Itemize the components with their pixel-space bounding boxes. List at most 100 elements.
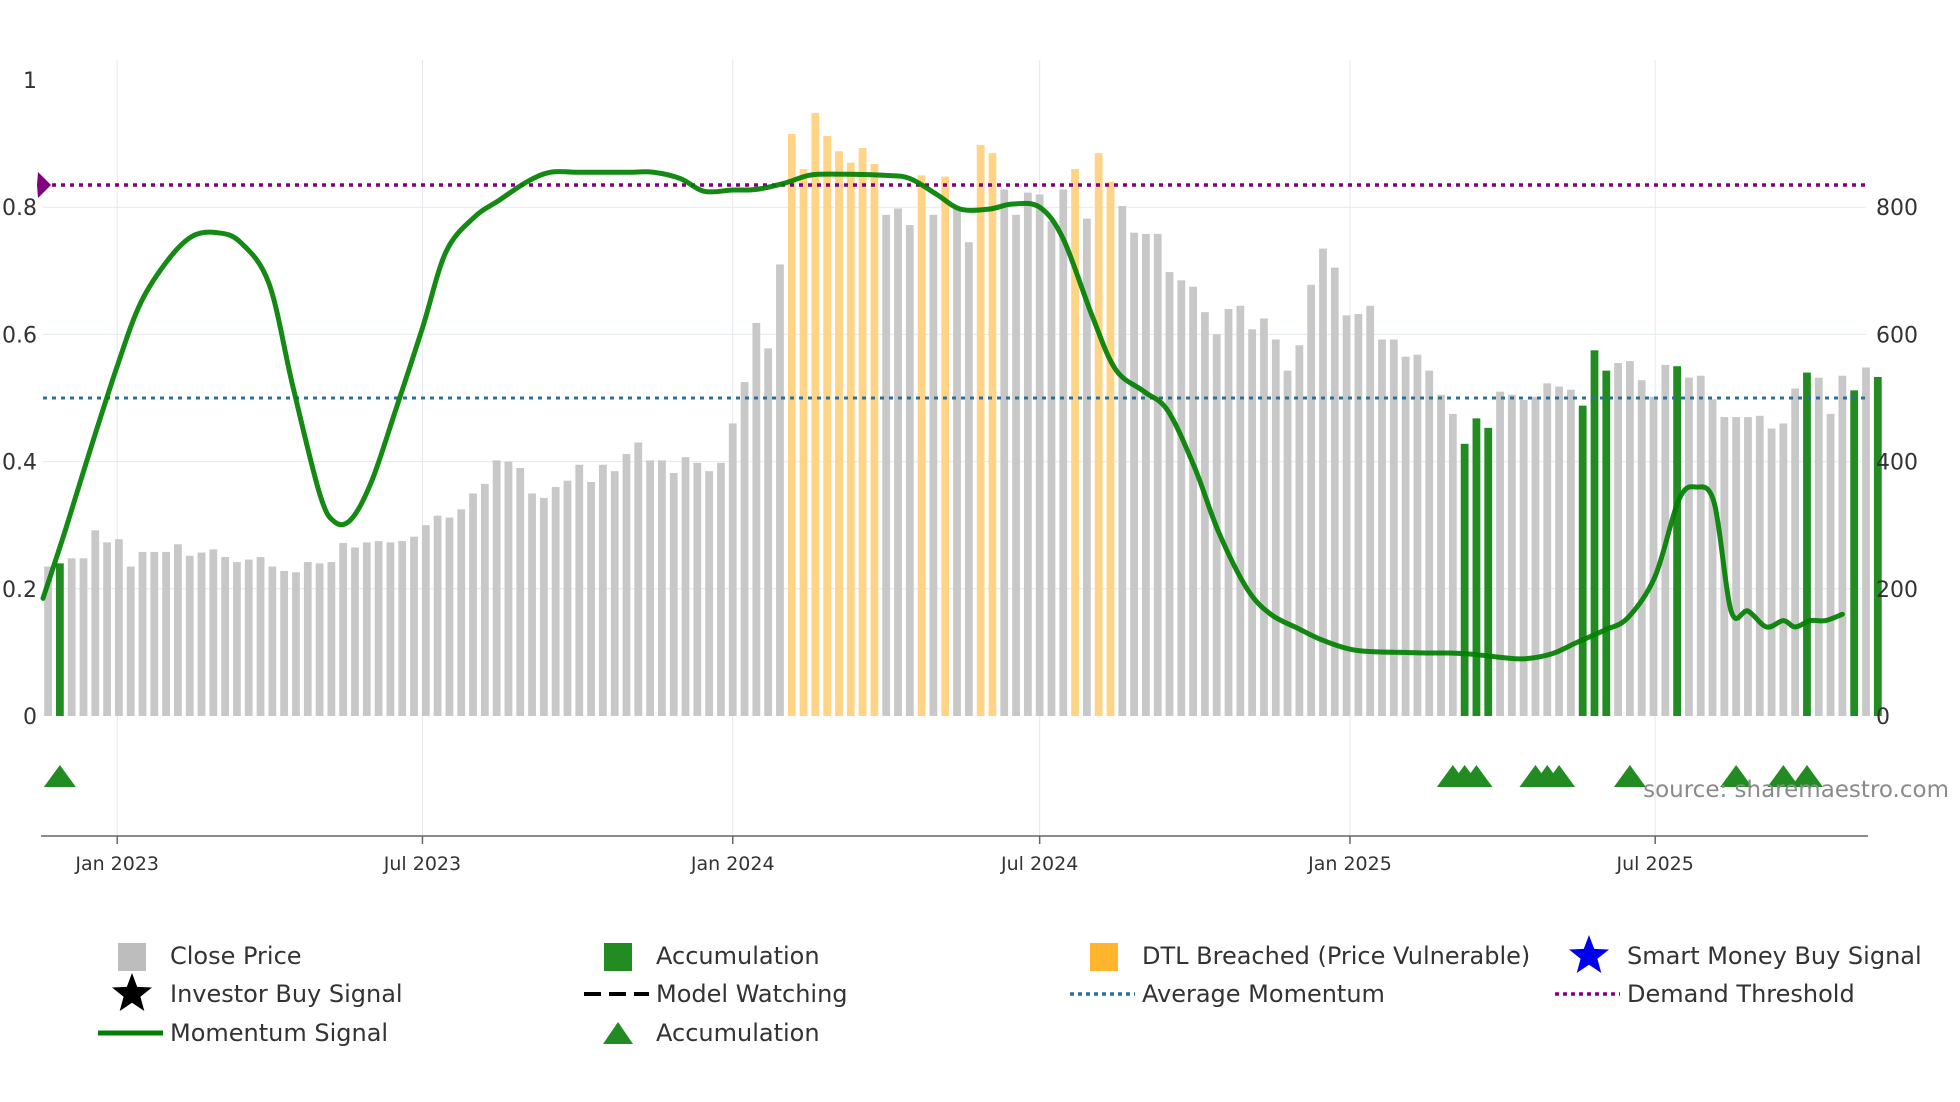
- close-price-bar: [445, 517, 454, 716]
- close-price-bar: [1507, 394, 1516, 716]
- x-axis-tick-label: Jul 2024: [1000, 853, 1078, 875]
- dtl-breached-bar: [941, 176, 950, 716]
- dtl-breached-bar: [858, 148, 867, 716]
- x-axis-tick-label: Jul 2023: [383, 853, 461, 875]
- close-price-bar: [79, 558, 88, 716]
- close-price-bar: [398, 541, 407, 716]
- dtl-breached-bar: [988, 153, 997, 716]
- accumulation-bar: [1873, 377, 1882, 716]
- close-price-bar: [622, 453, 631, 716]
- legend-smart-money-star-icon: [1569, 935, 1609, 973]
- close-price-bar: [244, 559, 253, 716]
- close-price-bar: [587, 481, 595, 716]
- close-price-bar: [1177, 280, 1186, 716]
- close-price-bar: [1047, 221, 1056, 716]
- close-price-bar: [162, 551, 171, 716]
- close-price-bar: [1201, 312, 1209, 716]
- dtl-breached-bar: [787, 134, 796, 716]
- close-price-bar: [303, 562, 312, 716]
- close-price-bar: [1732, 417, 1741, 716]
- accumulation-marker: [1767, 765, 1800, 787]
- close-price-bar: [776, 264, 784, 716]
- close-price-bar: [1437, 394, 1445, 716]
- dtl-breached-bar: [799, 169, 808, 717]
- dtl-breached-bar: [1094, 153, 1103, 716]
- close-price-bar: [174, 544, 182, 716]
- close-price-bar: [1354, 314, 1363, 716]
- legend-swatch-accumulation-bar: [604, 943, 632, 971]
- close-price-bar: [126, 566, 135, 716]
- left-axis-tick-label: 0: [23, 705, 37, 730]
- momentum-signal-line: [40, 169, 1845, 662]
- close-price-bar: [185, 555, 194, 716]
- close-price-bar: [1814, 377, 1823, 716]
- lines-layer: [37, 169, 1866, 662]
- close-price-bar: [268, 566, 277, 716]
- close-price-bar: [1708, 399, 1717, 716]
- close-price-bar: [280, 570, 289, 716]
- close-price-bar: [539, 497, 548, 716]
- right-axis-tick-label: 0: [1876, 705, 1890, 730]
- x-axis-tick-label: Jan 2024: [690, 853, 775, 875]
- legend-label-demand-threshold: Demand Threshold: [1627, 980, 1855, 1008]
- legend-label-model-watching: Model Watching: [656, 980, 848, 1008]
- close-price-bar: [1153, 233, 1162, 717]
- legend-swatch-dtl-breached: [1090, 943, 1118, 971]
- accumulation-bar: [1590, 350, 1599, 716]
- close-price-bar: [1130, 232, 1138, 716]
- close-price-bar: [1685, 377, 1693, 716]
- close-price-bar: [138, 551, 147, 716]
- close-price-bar: [209, 549, 218, 716]
- close-price-bar: [528, 493, 536, 716]
- dtl-breached-bar: [835, 151, 843, 716]
- dtl-breached-bar: [1106, 181, 1115, 716]
- close-price-bar: [150, 551, 159, 716]
- close-price-bar: [1330, 267, 1339, 716]
- x-axis-tick-label: Jan 2023: [74, 853, 159, 875]
- close-price-bar: [1283, 370, 1292, 716]
- close-price-bar: [1307, 284, 1316, 716]
- close-price-bar: [1035, 194, 1044, 717]
- close-price-bar: [504, 461, 513, 716]
- accumulation-marker: [1543, 765, 1576, 787]
- close-price-bar: [705, 471, 714, 716]
- close-price-bar: [1295, 345, 1304, 716]
- close-price-bar: [1118, 205, 1127, 717]
- close-price-bar: [1614, 363, 1622, 716]
- close-price-bar: [1862, 367, 1870, 716]
- close-price-bar: [1023, 192, 1032, 716]
- close-price-bar: [1271, 339, 1280, 716]
- close-price-bar: [327, 562, 336, 716]
- close-price-bar: [764, 348, 773, 716]
- legend-investor-buy-star-icon: [112, 973, 152, 1011]
- right-axis-tick-label: 400: [1876, 451, 1918, 476]
- close-price-bar: [1496, 391, 1504, 716]
- close-price-bar: [717, 462, 725, 716]
- legend-label-accumulation-bar: Accumulation: [656, 942, 820, 970]
- close-price-bar: [44, 566, 52, 716]
- accumulation-bar: [1803, 372, 1811, 716]
- close-price-bar: [1319, 248, 1327, 717]
- close-price-bar: [480, 483, 489, 716]
- close-price-bar: [1082, 218, 1091, 716]
- accumulation-bar: [55, 563, 64, 716]
- close-price-bar: [740, 382, 749, 716]
- close-price-bar: [551, 487, 560, 716]
- close-price-bar: [1378, 339, 1386, 716]
- demand-threshold-marker: [37, 171, 51, 198]
- close-price-bar: [315, 563, 324, 716]
- x-axis-tick-label: Jan 2025: [1307, 853, 1392, 875]
- close-price-bar: [575, 464, 584, 716]
- close-price-bar: [1189, 286, 1198, 716]
- close-price-bar: [1260, 318, 1268, 716]
- accumulation-marker: [1613, 765, 1646, 787]
- dtl-breached-bar: [811, 113, 820, 716]
- close-price-bar: [421, 525, 430, 716]
- legend-swatch-close-price: [118, 943, 146, 971]
- close-price-bar: [1555, 386, 1563, 716]
- legend-label-investor-buy: Investor Buy Signal: [170, 980, 403, 1008]
- close-price-bar: [103, 542, 111, 716]
- close-price-bar: [374, 541, 383, 716]
